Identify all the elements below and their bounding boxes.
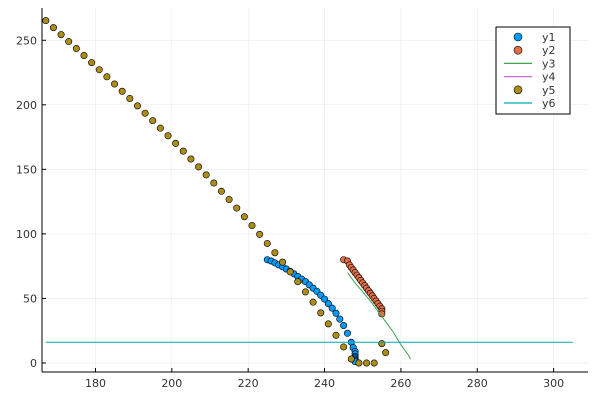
legend-item-y2: y2 (513, 44, 556, 57)
legend-label: y5 (542, 84, 556, 97)
x-tick-label: 220 (238, 377, 259, 390)
legend-item-y1: y1 (513, 31, 556, 44)
point-y1 (321, 295, 329, 303)
legend-item-y3: y3 (504, 57, 556, 70)
point-y1 (343, 329, 351, 337)
y-tick-label: 250 (16, 34, 37, 47)
point-y1 (336, 315, 344, 323)
y-tick-label: 150 (16, 163, 37, 176)
point-y1 (340, 322, 348, 330)
point-y5 (57, 31, 65, 39)
legend-marker (513, 32, 523, 42)
point-y5 (240, 213, 248, 221)
point-y5 (118, 87, 126, 95)
point-y5 (301, 288, 309, 296)
legend-marker (513, 45, 523, 55)
legend-marker (513, 85, 523, 95)
point-y5 (172, 139, 180, 147)
point-y5 (103, 73, 111, 81)
x-tick-label: 300 (543, 377, 564, 390)
point-y5 (263, 239, 271, 247)
point-y5 (378, 340, 386, 348)
legend-box (495, 26, 571, 115)
series-y1 (263, 256, 359, 366)
point-y5 (195, 163, 203, 171)
point-y5 (294, 278, 302, 286)
point-y5 (95, 66, 103, 74)
point-y5 (332, 331, 340, 339)
y-tick-label: 0 (30, 357, 37, 370)
point-y5 (340, 343, 348, 351)
point-y5 (233, 204, 241, 212)
axes-frame (41, 8, 588, 373)
point-y5 (309, 298, 317, 306)
series-y3 (347, 272, 411, 360)
x-tick-label: 200 (161, 377, 182, 390)
point-y5 (156, 124, 164, 132)
point-y5 (256, 230, 264, 238)
point-y5 (324, 320, 332, 328)
point-y5 (164, 132, 172, 140)
legend-item-y4: y4 (504, 71, 556, 84)
point-y5 (271, 249, 279, 257)
point-y5 (42, 17, 50, 25)
point-y5 (111, 80, 119, 88)
point-y5 (217, 187, 225, 195)
point-y5 (149, 117, 157, 125)
y-tick-label: 200 (16, 99, 37, 112)
point-y5 (317, 309, 325, 317)
point-y5 (133, 102, 141, 110)
series-layer (42, 17, 573, 367)
point-y5 (141, 109, 149, 117)
point-y1 (324, 300, 332, 308)
series-y5 (42, 17, 390, 367)
point-y5 (363, 359, 371, 367)
series-line-y3 (347, 272, 411, 360)
point-y5 (49, 24, 57, 32)
point-y5 (126, 94, 134, 102)
point-y5 (65, 38, 73, 46)
point-y5 (72, 45, 80, 53)
point-y5 (382, 349, 390, 357)
legend-label: y3 (542, 57, 556, 70)
x-tick-label: 240 (314, 377, 335, 390)
x-tick-label: 180 (85, 377, 106, 390)
point-y5 (210, 179, 218, 187)
point-y5 (286, 268, 294, 276)
legend-label: y1 (542, 31, 556, 44)
y-tick-label: 100 (16, 228, 37, 241)
x-tick-label: 260 (390, 377, 411, 390)
point-y5 (202, 171, 210, 179)
point-y1 (332, 309, 340, 317)
point-y5 (248, 221, 256, 229)
legend-label: y6 (542, 97, 556, 110)
series-y2 (340, 256, 386, 318)
y-tick-label: 50 (23, 292, 37, 305)
legend-item-y5: y5 (513, 84, 556, 97)
point-y5 (225, 196, 233, 204)
tick-labels: 180 200 220 240 260 280 300 0 50 100 150 200 250 (16, 34, 564, 390)
point-y5 (347, 355, 355, 363)
point-y5 (88, 59, 96, 67)
grid (42, 8, 588, 372)
point-y1 (328, 304, 336, 312)
point-y5 (279, 258, 287, 266)
point-y5 (187, 155, 195, 163)
x-tick-label: 280 (467, 377, 488, 390)
point-y5 (355, 359, 363, 367)
point-y5 (80, 52, 88, 60)
legend-item-y6: y6 (504, 97, 556, 110)
legend-label: y2 (542, 44, 556, 57)
point-y5 (370, 359, 378, 367)
legend-label: y4 (542, 71, 556, 84)
point-y5 (179, 147, 187, 155)
